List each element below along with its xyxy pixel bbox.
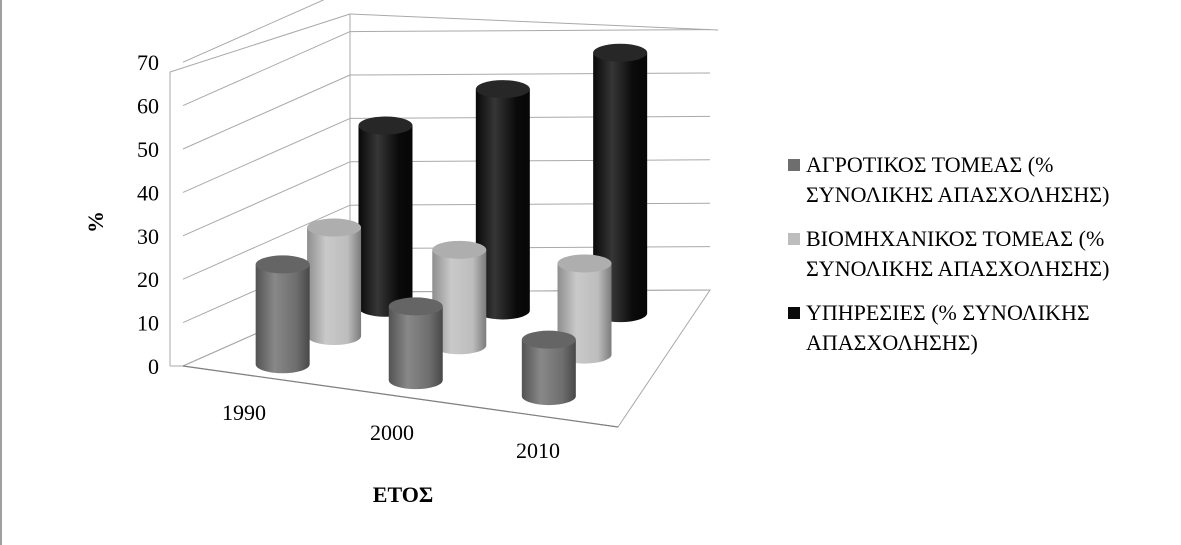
- y-tick-label: 10: [137, 311, 159, 336]
- y-tick-label: 30: [137, 224, 159, 249]
- legend-label: ΥΠΗΡΕΣΙΕΣ (% ΣΥΝΟΛΙΚΗΣ ΑΠΑΣΧΟΛΗΣΗΣ): [806, 300, 1090, 355]
- y-tick-label: 20: [137, 267, 159, 292]
- legend-swatch: [788, 159, 800, 171]
- cylinder-body-2-0: [358, 125, 413, 317]
- y-tick-label: 0: [148, 354, 159, 379]
- cylinder-body-0-0: [255, 264, 310, 374]
- gridline-side: [182, 204, 351, 280]
- y-tick-label: 70: [137, 50, 159, 75]
- gridline-side: [182, 74, 351, 150]
- cylinder-body-1-0: [307, 227, 362, 346]
- gridline-back: [349, 72, 711, 76]
- y-tick-label: 60: [137, 94, 159, 119]
- y-tick-label: 50: [137, 137, 159, 162]
- cylinder-body-0-1: [388, 306, 443, 390]
- chart-3d-cylinder: 0 10 20 30 40 50 60 70% ΕΤΟΣ 1990 2000 2010: [83, 0, 719, 507]
- legend-swatch: [788, 233, 800, 245]
- cylinder-top-1-0: [307, 218, 362, 237]
- legend-item: ΥΠΗΡΕΣΙΕΣ (% ΣΥΝΟΛΙΚΗΣ ΑΠΑΣΧΟΛΗΣΗΣ): [788, 298, 1168, 358]
- x-tick-label: 2000: [370, 420, 414, 445]
- legend-label: ΑΓΡΟΤΙΚΟΣ ΤΟΜΕΑΣ (% ΣΥΝΟΛΙΚΗΣ ΑΠΑΣΧΟΛΗΣΗ…: [806, 152, 1110, 207]
- cylinder-body-0-2: [521, 339, 576, 406]
- cylinder-body-1-1: [432, 249, 487, 355]
- legend-item: ΒΙΟΜΗΧΑΝΙΚΟΣ ΤΟΜΕΑΣ (% ΣΥΝΟΛΙΚΗΣ ΑΠΑΣΧΟΛ…: [788, 224, 1168, 284]
- legend: ΑΓΡΟΤΙΚΟΣ ΤΟΜΕΑΣ (% ΣΥΝΟΛΙΚΗΣ ΑΠΑΣΧΟΛΗΣΗ…: [788, 150, 1168, 372]
- cylinder-body-2-1: [475, 89, 530, 320]
- gridline-back: [349, 29, 711, 33]
- x-axis-title: ΕΤΟΣ: [373, 482, 433, 507]
- gridline-side: [182, 31, 351, 107]
- cylinder-top-1-2: [557, 254, 612, 273]
- cylinder-top-0-2: [521, 330, 576, 349]
- cylinder-body-2-2: [593, 52, 648, 323]
- x-tick-label: 1990: [222, 400, 266, 425]
- x-tick-label: 2010: [516, 438, 560, 463]
- category-axis-line: [182, 365, 619, 428]
- gridline-side: [182, 0, 325, 63]
- cylinder-top-1-1: [432, 240, 487, 259]
- legend-label: ΒΙΟΜΗΧΑΝΙΚΟΣ ΤΟΜΕΑΣ (% ΣΥΝΟΛΙΚΗΣ ΑΠΑΣΧΟΛ…: [806, 226, 1110, 281]
- gridline-side-top: [169, 13, 351, 73]
- y-axis-title: %: [83, 211, 108, 233]
- cylinder-top-2-2: [593, 43, 648, 62]
- y-tick-label: 40: [137, 180, 159, 205]
- legend-swatch: [788, 307, 800, 319]
- gridline-back-top: [349, 13, 719, 31]
- gridline-side: [182, 117, 351, 193]
- cylinder-top-0-0: [255, 255, 310, 274]
- cylinder-top-2-1: [475, 80, 530, 99]
- gridline-back: [349, 115, 711, 119]
- legend-item: ΑΓΡΟΤΙΚΟΣ ΤΟΜΕΑΣ (% ΣΥΝΟΛΙΚΗΣ ΑΠΑΣΧΟΛΗΣΗ…: [788, 150, 1168, 210]
- cylinder-top-2-0: [358, 116, 413, 135]
- gridline-side: [182, 161, 351, 237]
- cylinder-top-0-1: [388, 297, 443, 316]
